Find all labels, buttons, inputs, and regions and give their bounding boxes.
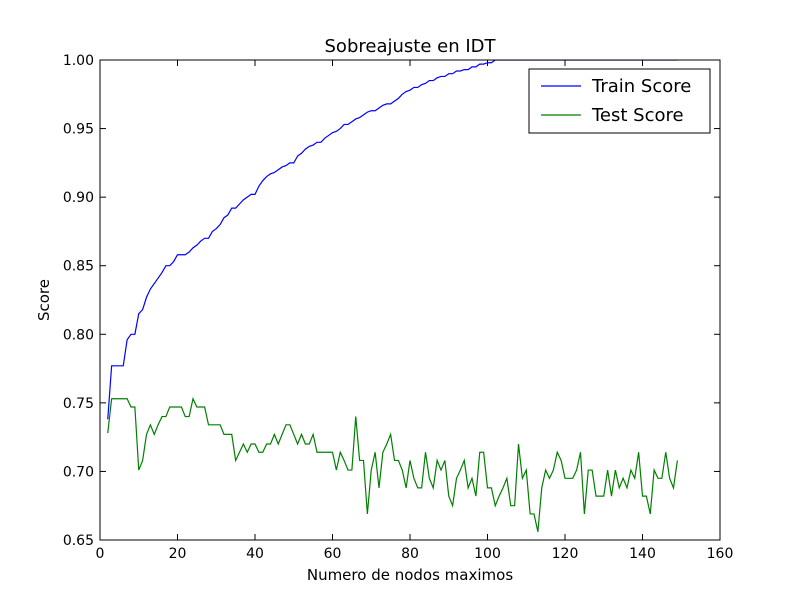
y-tick-label: 0.95 xyxy=(63,122,94,138)
y-tick-label: 0.85 xyxy=(63,259,94,275)
chart-title: Sobreajuste en IDT xyxy=(325,36,497,57)
legend: Train Score Test Score xyxy=(528,68,711,134)
x-tick-label: 80 xyxy=(401,546,419,562)
x-tick-label: 40 xyxy=(246,546,264,562)
x-tick-label: 60 xyxy=(324,546,342,562)
legend-label: Test Score xyxy=(591,105,684,126)
legend-box xyxy=(528,68,711,134)
x-tick-label: 20 xyxy=(169,546,187,562)
x-tick-label: 140 xyxy=(629,546,656,562)
series-line-train-score xyxy=(107,60,678,420)
x-tick-label: 120 xyxy=(552,546,579,562)
x-tick-label: 160 xyxy=(707,546,734,562)
y-tick-label: 0.90 xyxy=(63,190,94,206)
y-tick-label: 0.75 xyxy=(63,396,94,412)
y-tick-label: 0.65 xyxy=(63,533,94,549)
x-tick-label: 0 xyxy=(96,546,105,562)
plot-area-frame xyxy=(99,59,721,541)
series-line-test-score xyxy=(107,396,678,532)
y-tick-label: 1.00 xyxy=(63,53,94,69)
y-axis-label: Score xyxy=(35,279,53,321)
legend-label: Train Score xyxy=(591,76,691,97)
x-axis-label: Numero de nodos maximos xyxy=(307,566,513,584)
axis-ticks: 0 20 40 60 80 100 120 140 160 0.65 0.70 0.75 0.80 0.8… xyxy=(63,53,734,562)
y-tick-label: 0.80 xyxy=(63,327,94,343)
y-tick-label: 0.70 xyxy=(63,464,94,480)
x-tick-label: 100 xyxy=(474,546,501,562)
